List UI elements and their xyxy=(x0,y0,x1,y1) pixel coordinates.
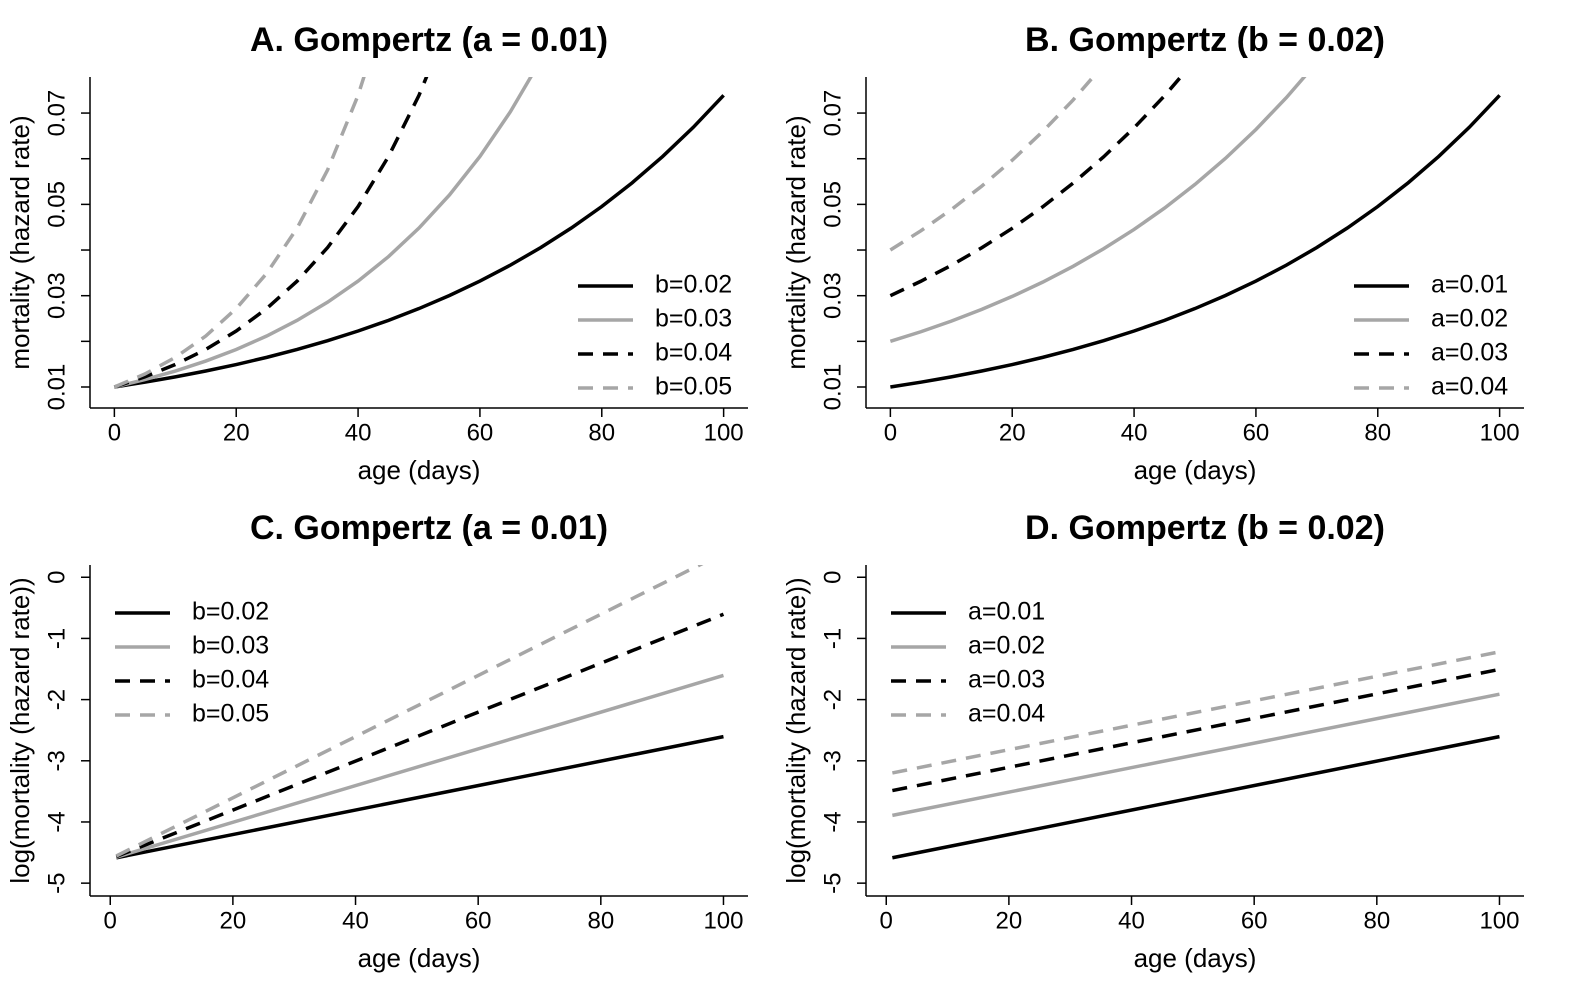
x-tick-label: 100 xyxy=(703,907,743,934)
x-tick-label: 80 xyxy=(588,419,615,446)
y-tick-label: 0.07 xyxy=(43,90,70,137)
x-tick-label: 60 xyxy=(467,419,494,446)
panel: B. Gompertz (b = 0.02) 0 20 40 60 80 100 0.01 0.… xyxy=(781,21,1524,485)
y-tick-label: -2 xyxy=(43,689,70,710)
series-line xyxy=(115,565,704,858)
series-line xyxy=(116,734,724,860)
x-tick-label: 60 xyxy=(1241,907,1268,934)
y-tick-label: 0.05 xyxy=(43,181,70,228)
x-axis-label: age (days) xyxy=(358,455,481,485)
x-tick-label: 100 xyxy=(704,419,744,446)
x-tick-label: 100 xyxy=(1480,419,1520,446)
x-tick-label: 60 xyxy=(1243,419,1270,446)
series-line xyxy=(892,667,1500,793)
y-tick-label: -2 xyxy=(819,689,846,710)
x-tick-label: 40 xyxy=(1121,419,1148,446)
x-tick-label: 0 xyxy=(108,419,121,446)
legend-label: a=0.02 xyxy=(1431,305,1508,333)
legend-label: a=0.01 xyxy=(1431,271,1508,299)
legend-label: a=0.01 xyxy=(968,598,1045,626)
panel: C. Gompertz (a = 0.01) 0 20 40 60 80 100 -5 -4 -3… xyxy=(5,509,748,973)
x-tick-label: 60 xyxy=(465,907,492,934)
y-tick-label: -3 xyxy=(43,750,70,771)
x-tick-label: 20 xyxy=(999,419,1026,446)
legend-label: b=0.03 xyxy=(192,632,269,660)
legend-label: a=0.04 xyxy=(968,700,1045,728)
y-tick-label: -1 xyxy=(819,628,846,649)
y-tick-label: 0 xyxy=(43,571,70,584)
y-tick-label: 0.03 xyxy=(819,272,846,319)
y-tick-label: 0.05 xyxy=(819,181,846,228)
y-tick-label: -4 xyxy=(43,811,70,832)
legend-label: a=0.02 xyxy=(968,632,1045,660)
legend-label: b=0.05 xyxy=(655,373,732,401)
chart-title: A. Gompertz (a = 0.01) xyxy=(250,21,608,59)
y-axis-label: log(mortality (hazard rate)) xyxy=(781,577,811,883)
x-tick-label: 0 xyxy=(104,907,117,934)
x-tick-label: 40 xyxy=(342,907,369,934)
y-axis-label: log(mortality (hazard rate)) xyxy=(5,577,35,883)
panel: D. Gompertz (b = 0.02) 0 20 40 60 80 100 -5 -4 -3… xyxy=(781,509,1524,973)
series-line xyxy=(890,94,1501,389)
y-tick-label: 0.01 xyxy=(43,364,70,411)
legend-label: b=0.03 xyxy=(655,305,732,333)
chart-title: B. Gompertz (b = 0.02) xyxy=(1025,21,1385,59)
chart-title: C. Gompertz (a = 0.01) xyxy=(250,509,608,547)
plot-area xyxy=(113,77,725,389)
x-tick-label: 20 xyxy=(223,419,250,446)
legend-label: b=0.05 xyxy=(192,700,269,728)
series-line xyxy=(892,692,1500,818)
x-tick-label: 0 xyxy=(880,907,893,934)
legend-label: b=0.02 xyxy=(192,598,269,626)
y-tick-label: -5 xyxy=(43,872,70,893)
x-tick-label: 40 xyxy=(345,419,372,446)
y-tick-label: 0.03 xyxy=(43,272,70,319)
x-axis-label: age (days) xyxy=(1134,943,1257,973)
x-tick-label: 40 xyxy=(1118,907,1145,934)
y-axis-label: mortality (hazard rate) xyxy=(5,115,35,369)
legend-label: b=0.02 xyxy=(655,271,732,299)
y-tick-label: 0.07 xyxy=(819,90,846,137)
series-line xyxy=(892,650,1500,775)
legend-label: a=0.03 xyxy=(1431,339,1508,367)
x-axis-label: age (days) xyxy=(1134,455,1257,485)
x-tick-label: 100 xyxy=(1479,907,1519,934)
x-tick-label: 20 xyxy=(220,907,247,934)
x-tick-label: 20 xyxy=(996,907,1023,934)
series-line xyxy=(115,612,725,859)
series-line xyxy=(115,673,724,859)
y-tick-label: -3 xyxy=(819,750,846,771)
legend-label: b=0.04 xyxy=(192,666,269,694)
x-tick-label: 0 xyxy=(884,419,897,446)
x-tick-label: 80 xyxy=(587,907,614,934)
plot-area xyxy=(889,77,1501,389)
series-line xyxy=(113,77,533,389)
chart-title: D. Gompertz (b = 0.02) xyxy=(1025,509,1385,547)
legend-label: b=0.04 xyxy=(655,339,732,367)
series-line xyxy=(114,94,725,389)
plot-area xyxy=(892,650,1500,860)
x-tick-label: 80 xyxy=(1364,419,1391,446)
series-line xyxy=(113,77,429,389)
series-line xyxy=(889,77,1307,344)
x-tick-label: 80 xyxy=(1363,907,1390,934)
panel: A. Gompertz (a = 0.01) 0 20 40 60 80 100 0.01 0.… xyxy=(5,21,748,485)
y-tick-label: -1 xyxy=(43,628,70,649)
legend-label: a=0.03 xyxy=(968,666,1045,694)
plot-area xyxy=(115,565,725,860)
y-tick-label: 0.01 xyxy=(819,364,846,411)
y-tick-label: -4 xyxy=(819,811,846,832)
y-axis-label: mortality (hazard rate) xyxy=(781,115,811,369)
legend-label: a=0.04 xyxy=(1431,373,1508,401)
x-axis-label: age (days) xyxy=(358,943,481,973)
series-line xyxy=(892,734,1500,860)
y-tick-label: 0 xyxy=(819,571,846,584)
y-tick-label: -5 xyxy=(819,872,846,893)
